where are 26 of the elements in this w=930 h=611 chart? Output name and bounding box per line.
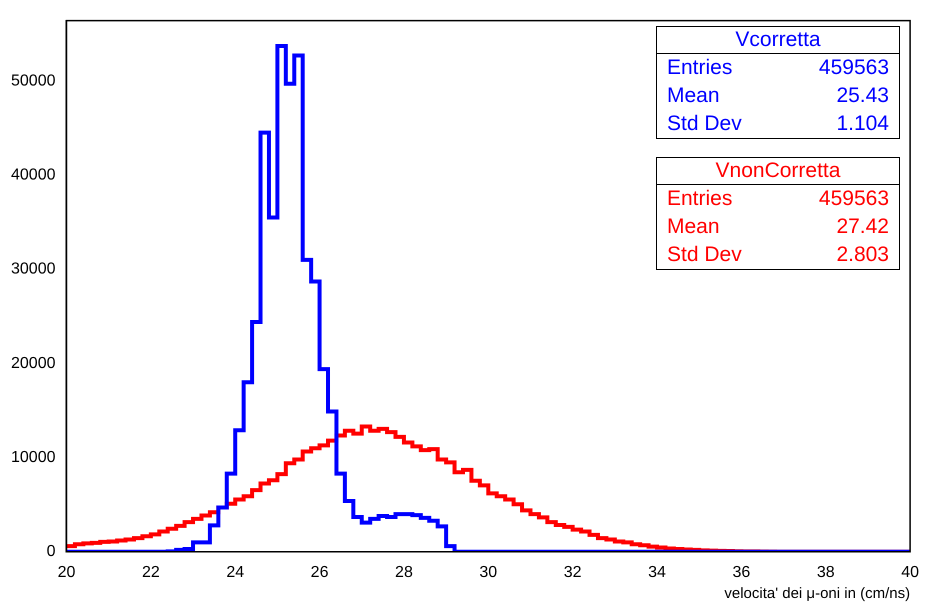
x-tick-label: 34 (648, 564, 666, 581)
text: Entries 459563 (667, 56, 889, 79)
x-tick-label: 20 (58, 564, 76, 581)
x-tick-label: 38 (816, 564, 835, 581)
y-tick-label: 50000 (10, 72, 56, 90)
y-tick-label: 40000 (10, 166, 56, 184)
x-tick-label: 26 (310, 564, 329, 581)
x-tick-label: 36 (732, 564, 750, 581)
text: Entries 459563 (667, 187, 889, 210)
x-axis-title: velocita' dei μ-oni in (cm/ns) (724, 585, 910, 602)
x-tick-label: 28 (395, 564, 413, 581)
x-tick-label: 30 (479, 564, 498, 581)
y-tick-label: 10000 (10, 449, 56, 466)
text: Std Dev 1.104 (667, 112, 889, 135)
text: Mean 27.42 (667, 215, 889, 238)
y-tick-label: 0 (46, 543, 56, 560)
x-tick-label: 24 (226, 564, 244, 581)
x-tick-label: 40 (901, 564, 920, 581)
x-tick-label: 22 (142, 564, 160, 581)
text: Mean 25.43 (667, 84, 889, 107)
x-tick-label: 32 (564, 564, 582, 581)
text: Vcorretta (657, 27, 899, 54)
text: VnonCorretta (657, 158, 899, 185)
y-tick-label: 20000 (10, 354, 56, 372)
text: Std Dev 2.803 (667, 243, 889, 266)
y-tick-label: 30000 (10, 260, 56, 278)
